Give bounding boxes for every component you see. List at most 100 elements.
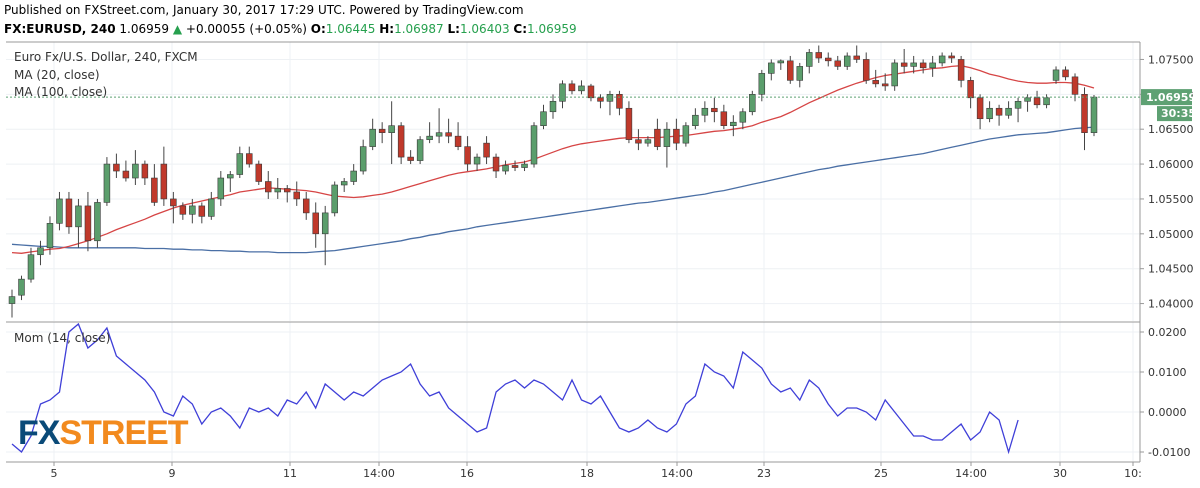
candle bbox=[682, 122, 690, 147]
candle bbox=[378, 122, 386, 144]
candle bbox=[27, 247, 35, 283]
candle bbox=[18, 275, 25, 301]
candle bbox=[692, 108, 699, 130]
grid-lines bbox=[6, 42, 1140, 462]
candle-body bbox=[730, 121, 737, 127]
candle-body bbox=[1052, 69, 1060, 81]
candle-body bbox=[1062, 69, 1069, 78]
candle-body bbox=[530, 125, 538, 165]
candle bbox=[217, 171, 225, 206]
candle-body bbox=[84, 205, 92, 242]
candle bbox=[568, 80, 576, 95]
candle-body bbox=[806, 52, 813, 67]
candle-body bbox=[549, 100, 557, 113]
candle bbox=[312, 202, 319, 248]
candle-body bbox=[255, 163, 263, 182]
candle bbox=[777, 59, 785, 70]
candle-body bbox=[302, 198, 310, 214]
candle bbox=[331, 181, 338, 217]
candle-body bbox=[976, 97, 984, 120]
candle-body bbox=[511, 165, 519, 168]
candle-body bbox=[208, 198, 215, 217]
candle bbox=[976, 94, 984, 130]
candle-body bbox=[464, 146, 471, 165]
candle bbox=[663, 122, 671, 168]
open-label: O: bbox=[310, 22, 326, 36]
candle-body bbox=[473, 156, 481, 165]
candle bbox=[236, 146, 244, 179]
candle-body bbox=[758, 73, 766, 95]
candle bbox=[606, 90, 614, 116]
candle bbox=[957, 55, 965, 88]
candle-body bbox=[635, 139, 642, 144]
candle bbox=[46, 216, 54, 255]
symbol: FX:EURUSD, 240 bbox=[4, 22, 116, 36]
candle-body bbox=[853, 55, 860, 60]
candle bbox=[198, 202, 206, 224]
candle bbox=[919, 59, 927, 74]
time-tick-label: 5 bbox=[51, 467, 58, 480]
candle bbox=[1052, 66, 1060, 84]
candle-body bbox=[502, 165, 509, 172]
candle bbox=[122, 160, 130, 182]
candle bbox=[739, 108, 747, 130]
candle bbox=[397, 122, 405, 165]
candle-body bbox=[957, 59, 965, 81]
candle-body bbox=[682, 125, 690, 144]
candle bbox=[56, 191, 63, 231]
momentum-tick-label: 0.0000 bbox=[1148, 406, 1187, 419]
candle bbox=[995, 104, 1003, 126]
candle bbox=[103, 157, 111, 206]
candle bbox=[900, 48, 908, 74]
candle-body bbox=[132, 163, 139, 179]
candle bbox=[948, 52, 955, 63]
candle-body bbox=[160, 163, 168, 200]
x-axis: 5 9 11 14:00 16 18 14:00 23 25 14:00 30 10: bbox=[51, 462, 1142, 480]
candle bbox=[208, 191, 215, 220]
candle-body bbox=[397, 125, 405, 158]
close-label: C: bbox=[513, 22, 528, 36]
candle-body bbox=[1071, 76, 1079, 95]
candle bbox=[540, 104, 547, 130]
candle-body bbox=[265, 181, 272, 193]
candle bbox=[340, 178, 348, 192]
candle-body bbox=[37, 247, 44, 256]
time-tick-label: 18 bbox=[580, 467, 594, 480]
candle bbox=[464, 136, 471, 172]
candle-body bbox=[825, 57, 832, 62]
fxstreet-logo: FXSTREET bbox=[18, 414, 189, 453]
candle bbox=[170, 191, 177, 224]
candle bbox=[65, 191, 73, 234]
candle-body bbox=[388, 125, 395, 133]
candle-body bbox=[872, 80, 879, 85]
candle bbox=[862, 52, 870, 84]
candles-layer bbox=[8, 45, 1098, 318]
candle bbox=[644, 136, 652, 147]
candle-body bbox=[919, 62, 927, 69]
candle bbox=[587, 83, 595, 102]
high-label: H: bbox=[379, 22, 395, 36]
candle-body bbox=[891, 62, 898, 87]
open-value: 1.06445 bbox=[325, 22, 376, 36]
candle-body bbox=[378, 128, 386, 133]
candle-body bbox=[492, 156, 500, 172]
candle-body bbox=[141, 163, 149, 179]
candle-body bbox=[1043, 97, 1050, 106]
candle-body bbox=[739, 111, 747, 123]
candle bbox=[416, 136, 424, 165]
candle-body bbox=[1014, 100, 1022, 109]
candle bbox=[711, 97, 718, 123]
candle bbox=[578, 80, 585, 95]
candle-body bbox=[995, 107, 1003, 116]
candle-body bbox=[948, 55, 955, 59]
candle-body bbox=[587, 85, 595, 99]
candle-body bbox=[834, 60, 841, 67]
candle-body bbox=[227, 174, 234, 179]
price-change: +0.00055 (+0.05%) bbox=[185, 22, 307, 36]
candle bbox=[1062, 66, 1069, 81]
candle-body bbox=[1081, 94, 1088, 133]
candle-body bbox=[8, 296, 16, 304]
candle-body bbox=[75, 205, 82, 228]
candle-body bbox=[18, 278, 25, 296]
